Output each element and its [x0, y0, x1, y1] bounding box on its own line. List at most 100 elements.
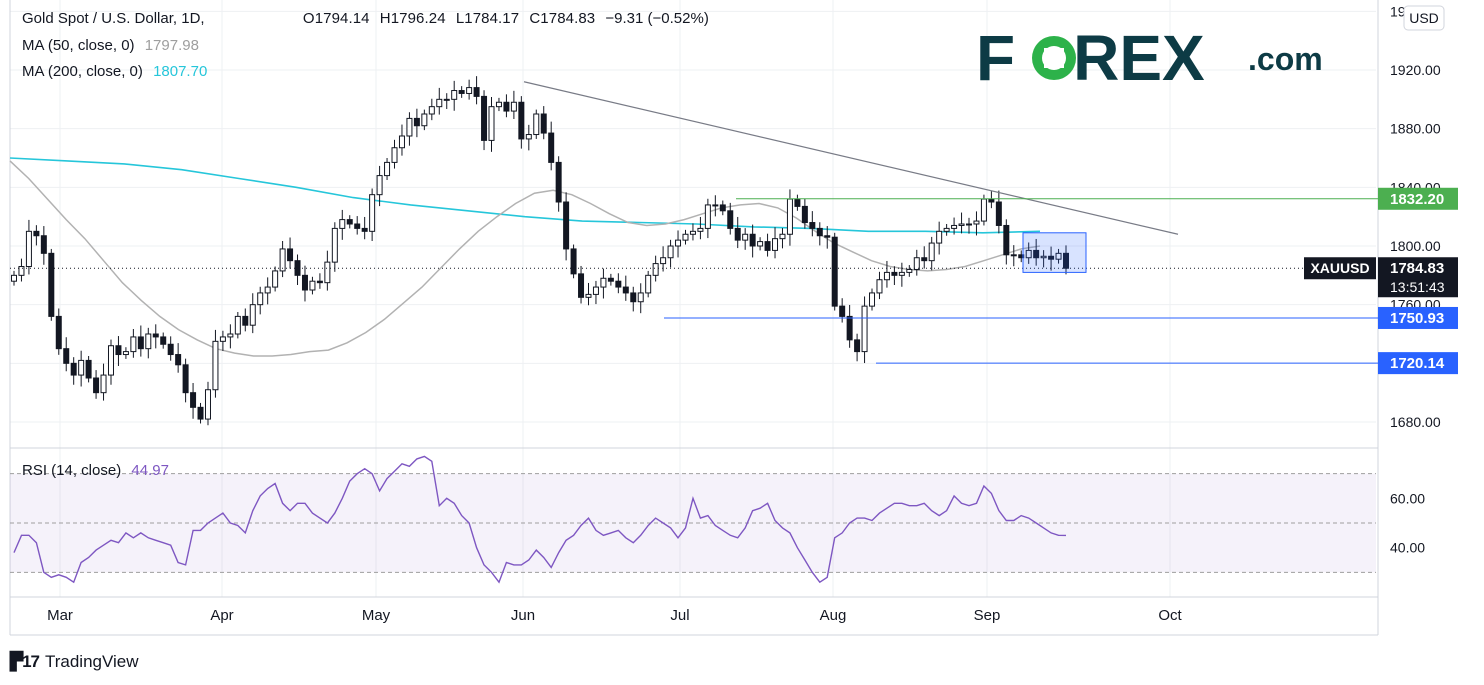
- candle-body: [615, 280, 622, 288]
- candle-body: [555, 161, 562, 203]
- candle-body: [316, 280, 323, 284]
- candle-body: [898, 271, 905, 276]
- candle: [70, 357, 77, 385]
- candle-body: [212, 340, 219, 391]
- candle-body: [592, 286, 599, 295]
- rsi-line: [13, 455, 1067, 584]
- candle: [48, 248, 55, 321]
- candle-body: [891, 271, 898, 276]
- candle-body: [719, 204, 726, 212]
- x-tick-label: Sep: [974, 607, 1001, 624]
- candle: [809, 211, 816, 237]
- candle-body: [876, 279, 883, 294]
- chart-area[interactable]: 1680.001720.001760.001800.001840.001880.…: [0, 0, 1484, 650]
- candle: [331, 222, 338, 272]
- candle-body: [1003, 224, 1010, 256]
- candle-body: [481, 95, 488, 141]
- candle: [346, 215, 353, 229]
- candle: [943, 224, 950, 236]
- ma50-value: 1797.98: [144, 37, 199, 54]
- candle: [660, 246, 667, 272]
- candle-body: [980, 198, 987, 222]
- candle-body: [369, 194, 376, 232]
- tradingview-label: TradingView: [44, 652, 139, 671]
- candle-body: [130, 336, 137, 353]
- candle-body: [227, 333, 234, 338]
- candle-body: [324, 261, 331, 284]
- candle-body: [458, 90, 465, 94]
- candle: [398, 124, 405, 156]
- candle: [824, 226, 831, 249]
- candle: [592, 280, 599, 305]
- candle: [279, 241, 286, 278]
- candle-body: [675, 239, 682, 247]
- candle: [525, 124, 532, 151]
- candle: [578, 265, 585, 304]
- price-tick-label: 1800.00: [1390, 238, 1441, 254]
- price-tick-label: 1680.00: [1390, 414, 1441, 430]
- candle: [749, 224, 756, 258]
- candle-body: [772, 238, 779, 251]
- tradingview-footer[interactable]: ▛17 TradingView: [10, 652, 139, 672]
- candle-body: [331, 227, 338, 263]
- tradingview-logo-icon: ▛17: [10, 652, 40, 671]
- candle-body: [115, 345, 122, 356]
- candle: [607, 273, 614, 286]
- candle: [264, 277, 271, 305]
- candle-body: [757, 241, 764, 247]
- candle-body: [346, 219, 353, 225]
- candle: [869, 288, 876, 311]
- candle: [779, 228, 786, 249]
- candle-body: [257, 292, 264, 306]
- candle: [122, 347, 129, 359]
- candle: [361, 216, 368, 240]
- candle-body: [249, 304, 256, 326]
- symbol-tag: XAUUSD: [1310, 260, 1369, 276]
- candle: [78, 350, 85, 387]
- candle-body: [607, 277, 614, 282]
- candle: [234, 312, 241, 339]
- candle: [391, 139, 398, 169]
- candle: [876, 271, 883, 300]
- candle-body: [839, 305, 846, 317]
- legend-change: −9.31 (−0.52%): [605, 10, 709, 27]
- candle-body: [988, 198, 995, 203]
- rsi-tick-label: 60.00: [1390, 490, 1425, 506]
- candle-body: [801, 205, 808, 224]
- candle-body: [578, 273, 585, 298]
- candle-body: [152, 333, 159, 338]
- candle: [958, 212, 965, 234]
- candle-body: [294, 260, 301, 276]
- candle-body: [585, 293, 592, 298]
- candle: [682, 229, 689, 245]
- candle: [921, 246, 928, 269]
- symbol-tag-box: [1304, 257, 1376, 280]
- candle-body: [548, 132, 555, 163]
- candle: [1055, 248, 1062, 264]
- candle: [906, 265, 913, 277]
- candle: [973, 211, 980, 236]
- resistance-price-label: 1832.20: [1390, 191, 1444, 208]
- candle-body: [563, 201, 570, 250]
- candle-body: [1055, 252, 1062, 260]
- candle-body: [652, 263, 659, 276]
- candle: [197, 402, 204, 424]
- candle-body: [48, 252, 55, 317]
- candle: [451, 80, 458, 111]
- candle-body: [1025, 249, 1032, 259]
- candle: [913, 249, 920, 276]
- candle-body: [287, 248, 294, 262]
- candle: [212, 329, 219, 398]
- candle: [764, 233, 771, 257]
- candle-body: [525, 134, 532, 140]
- candle-body: [301, 274, 308, 291]
- candle-body: [436, 98, 443, 108]
- current-price-box: [1378, 257, 1458, 298]
- candle: [33, 225, 40, 246]
- candle: [980, 194, 987, 226]
- candle-body: [175, 354, 182, 366]
- countdown-label: 13:51:43: [1390, 279, 1445, 295]
- candle-body: [779, 233, 786, 240]
- candle-body: [533, 113, 540, 136]
- x-tick-label: Apr: [210, 607, 233, 624]
